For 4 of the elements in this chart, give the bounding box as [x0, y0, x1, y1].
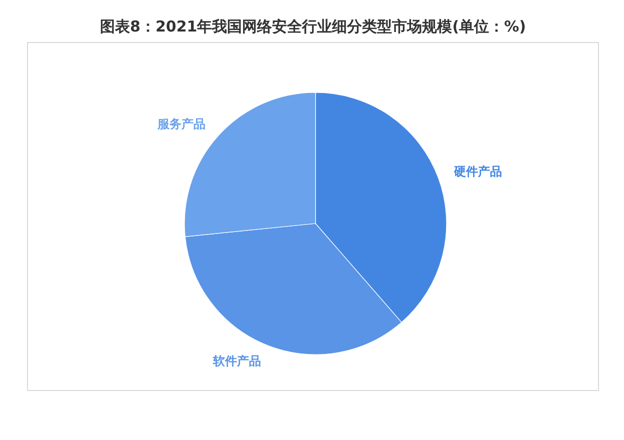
slice-label: 硬件产品 [453, 164, 502, 179]
chart-title: 图表8：2021年我国网络安全行业细分类型市场规模(单位：%) [100, 18, 526, 36]
slice-label: 软件产品 [212, 354, 262, 368]
slice-label: 服务产品 [156, 117, 206, 132]
